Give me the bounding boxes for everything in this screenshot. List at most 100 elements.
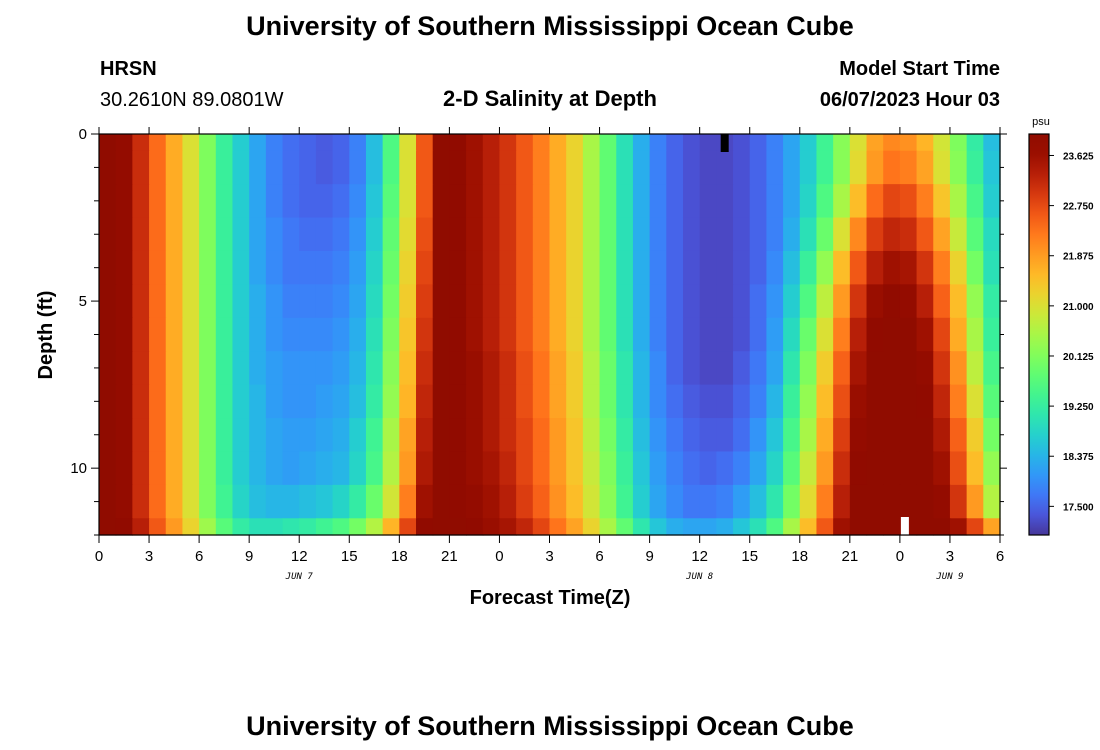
heatmap-cell — [516, 351, 534, 386]
heatmap-cell — [766, 451, 784, 486]
heatmap-cell — [783, 217, 801, 252]
heatmap-cell — [182, 518, 200, 536]
heatmap-cell — [682, 217, 701, 252]
heatmap-cell — [866, 134, 884, 152]
heatmap-cell — [749, 451, 768, 486]
heatmap-cell — [899, 384, 918, 419]
heatmap-cell — [916, 284, 934, 319]
heatmap-cell — [199, 484, 217, 519]
colorbar-tick-label: 21.875 — [1063, 252, 1094, 263]
heatmap-cell — [749, 518, 768, 536]
heatmap-cell — [516, 150, 534, 185]
colorbar-tick-label: 22.750 — [1063, 202, 1094, 213]
heatmap-cell — [165, 217, 184, 252]
heatmap-cell — [399, 134, 417, 152]
heatmap-cell — [265, 451, 284, 486]
heatmap-cell — [983, 518, 1001, 536]
x-tick-label: 3 — [946, 548, 954, 565]
heatmap-cell — [883, 418, 901, 453]
heatmap-cell — [516, 384, 534, 419]
heatmap-cell — [766, 384, 784, 419]
heatmap-cell — [966, 134, 984, 152]
x-tick-label: 18 — [391, 548, 408, 565]
heatmap-cell — [766, 150, 784, 185]
heatmap-cell — [916, 134, 934, 152]
heatmap-cell — [499, 284, 517, 319]
heatmap-cell — [666, 451, 684, 486]
heatmap-cell — [532, 484, 551, 519]
x-tick-label: 6 — [996, 548, 1004, 565]
heatmap-cell — [899, 351, 918, 386]
heatmap-cell — [132, 418, 150, 453]
heatmap-cell — [432, 384, 450, 419]
heatmap-cell — [499, 217, 517, 252]
heatmap-cell — [682, 184, 701, 219]
heatmap-cell — [566, 317, 584, 352]
heatmap-cell — [115, 418, 133, 453]
heatmap-cell — [165, 250, 184, 285]
heatmap-cell — [299, 184, 317, 219]
heatmap-cell — [199, 317, 217, 352]
heatmap-cell — [416, 384, 434, 419]
heatmap-cell — [849, 284, 868, 319]
heatmap-cell — [149, 418, 167, 453]
heatmap-cell — [349, 134, 367, 152]
heatmap-cell — [532, 150, 551, 185]
heatmap-cell — [99, 418, 117, 453]
heatmap-cell — [282, 418, 300, 453]
heatmap-cell — [599, 134, 617, 152]
heatmap-cell — [115, 351, 133, 386]
heatmap-cell — [432, 317, 450, 352]
heatmap-cell — [165, 351, 184, 386]
heatmap-cell — [682, 384, 701, 419]
heatmap-cell — [816, 484, 834, 519]
heatmap-cell — [766, 418, 784, 453]
heatmap-cell — [132, 184, 150, 219]
heatmap-cell — [466, 418, 484, 453]
heatmap-cell — [449, 250, 467, 285]
heatmap-cell — [733, 250, 751, 285]
heatmap-cell — [182, 317, 200, 352]
heatmap-cell — [499, 451, 517, 486]
heatmap-cell — [299, 518, 317, 536]
heatmap-cell — [416, 250, 434, 285]
heatmap-cell — [249, 184, 267, 219]
heatmap-cell — [733, 384, 751, 419]
heatmap-cell — [232, 284, 250, 319]
heatmap-cell — [983, 284, 1001, 319]
heatmap-cell — [799, 284, 818, 319]
heatmap-cell — [199, 418, 217, 453]
heatmap-cell — [916, 384, 934, 419]
colorbar-tick-label: 17.500 — [1063, 502, 1094, 513]
heatmap-cell — [833, 351, 851, 386]
heatmap-cell — [699, 134, 717, 152]
heatmap-cell — [332, 384, 350, 419]
heatmap-cell — [365, 250, 384, 285]
y-tick-label: 5 — [79, 293, 87, 310]
x-tick-label: 21 — [841, 548, 858, 565]
heatmap-cell — [299, 284, 317, 319]
heatmap-cell — [949, 134, 968, 152]
heatmap-cell — [866, 484, 884, 519]
heatmap-cell — [916, 418, 934, 453]
heatmap-cell — [766, 484, 784, 519]
heatmap-cell — [816, 217, 834, 252]
heatmap-cell — [432, 134, 450, 152]
heatmap-cell — [582, 217, 601, 252]
heatmap-cell — [149, 384, 167, 419]
heatmap-cell — [616, 150, 634, 185]
heatmap-cell — [716, 384, 734, 419]
heatmap-cell — [549, 250, 567, 285]
heatmap-cell — [165, 134, 184, 152]
heatmap-cell — [282, 150, 300, 185]
heatmap-cell — [632, 418, 651, 453]
heatmap-cell — [349, 217, 367, 252]
heatmap-cell — [833, 317, 851, 352]
heatmap-cell — [599, 451, 617, 486]
heatmap-cell — [966, 217, 984, 252]
heatmap-cell — [382, 351, 400, 386]
heatmap-cell — [933, 284, 951, 319]
heatmap-cell — [432, 418, 450, 453]
heatmap-cell — [382, 384, 400, 419]
heatmap-cell — [849, 150, 868, 185]
